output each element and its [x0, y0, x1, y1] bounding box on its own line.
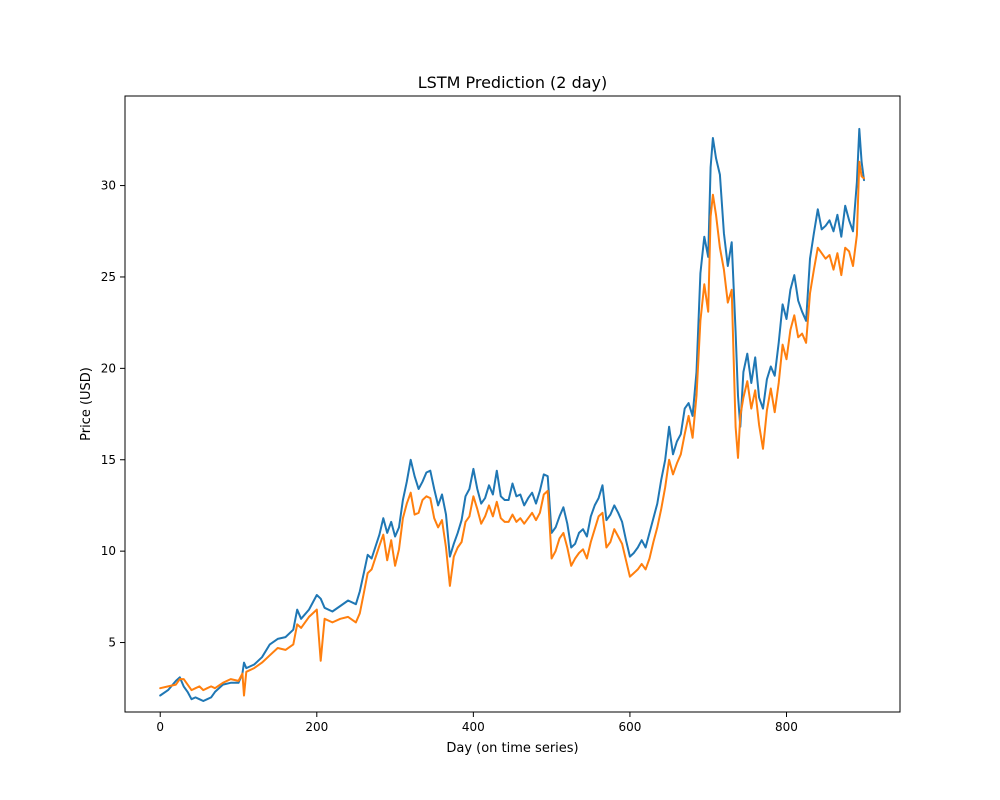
- y-tick-label: 15: [101, 453, 116, 467]
- y-tick-label: 25: [101, 270, 116, 284]
- series-layer: [159, 127, 865, 702]
- y-axis-label: Price (USD): [79, 367, 94, 441]
- x-axis-label: Day (on time series): [446, 741, 578, 756]
- y-tick-label: 20: [101, 361, 116, 375]
- plot-area: [124, 95, 901, 713]
- series-line-1: [159, 127, 865, 702]
- plot-frame: [124, 95, 901, 713]
- y-tick-label: 10: [101, 544, 116, 558]
- y-axis: 5 10 15 20 25 30: [101, 179, 125, 650]
- x-axis: 0 200 400 600 800: [156, 712, 798, 734]
- chart-title: LSTM Prediction (2 day): [418, 73, 607, 92]
- x-tick-label: 800: [775, 720, 798, 734]
- y-tick-label: 5: [108, 636, 116, 650]
- series-line-2: [159, 160, 865, 697]
- y-tick-label: 30: [101, 179, 116, 193]
- x-tick-label: 600: [618, 720, 641, 734]
- x-tick-label: 400: [462, 720, 485, 734]
- x-tick-label: 200: [305, 720, 328, 734]
- x-tick-label: 0: [156, 720, 164, 734]
